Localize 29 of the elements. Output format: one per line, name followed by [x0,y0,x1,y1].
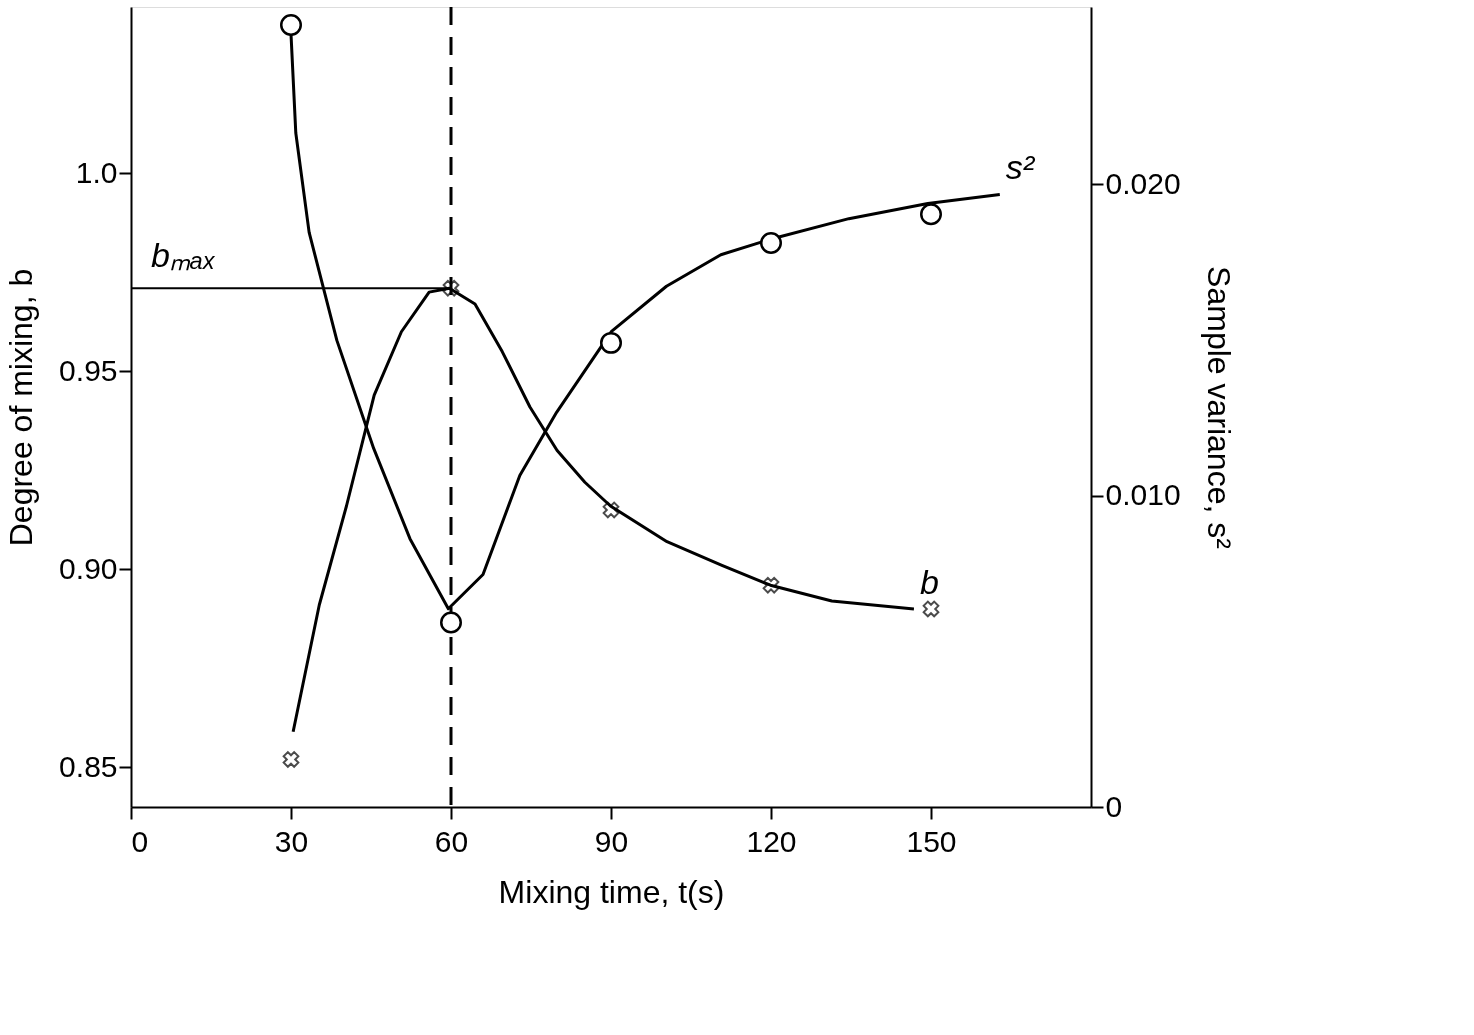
y-tick-label: 1.0 [75,155,118,189]
point [600,331,622,354]
y-axis-title: Degree of mixing, b [3,268,40,547]
y-tick-label: 0.95 [59,353,118,387]
y-tick-label: 0.85 [59,749,118,783]
point [920,203,942,226]
point [442,279,460,297]
point [280,14,302,37]
point [922,600,940,618]
x-axis-title: Mixing time, t(s) [498,873,725,910]
y-tick-label: 0.90 [59,551,118,585]
series-label: b [919,562,939,601]
point [760,231,782,254]
point [602,501,620,519]
y2-tick-label: 0.020 [1105,166,1181,200]
x-tick-label: 30 [274,824,309,858]
y2-tick-label: 0 [1105,789,1123,823]
ref-line-label: bₘₐₓ [151,236,217,275]
x-tick-label: 0 [131,824,149,858]
point [762,576,780,594]
y2-axis-title: Sample variance, s² [1200,266,1237,550]
x-tick-label: 120 [746,824,797,858]
x-tick-label: 90 [594,824,629,858]
series-label: s² [1005,148,1036,187]
point [282,751,300,768]
x-tick-label: 150 [906,824,957,858]
point [440,611,462,634]
x-tick-label: 60 [434,824,469,858]
y2-tick-label: 0.010 [1105,478,1181,512]
